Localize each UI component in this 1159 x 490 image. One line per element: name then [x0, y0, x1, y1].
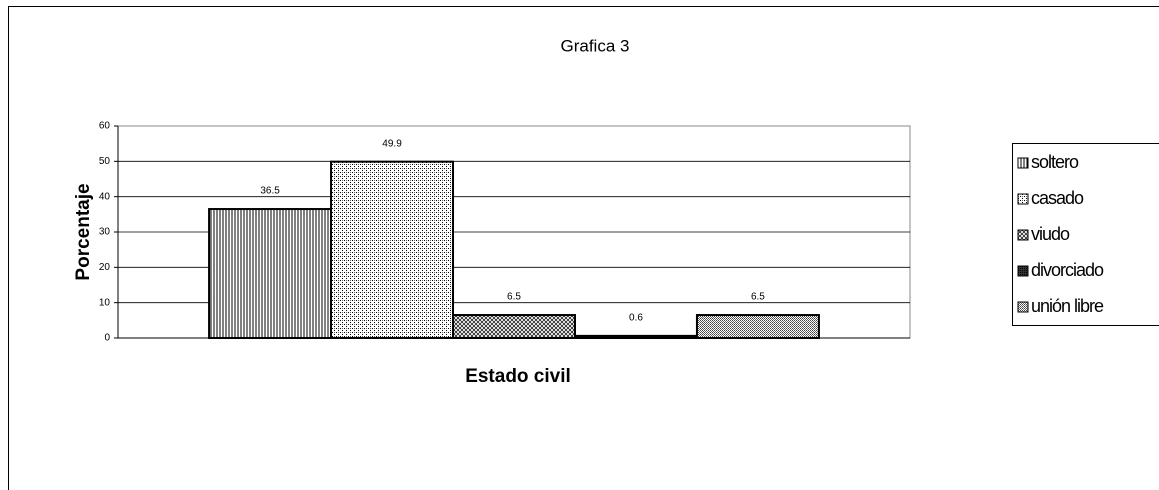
legend-label: viudo	[1031, 224, 1070, 244]
y-tick-label: 50	[99, 156, 111, 167]
bar	[208, 208, 333, 339]
y-tick-label: 0	[104, 333, 110, 344]
data-label: 36.5	[260, 186, 280, 197]
y-tick-label: 60	[99, 121, 111, 132]
chart-title: Grafica 3	[561, 36, 630, 55]
bar	[330, 160, 455, 339]
data-label: 6.5	[751, 292, 765, 303]
legend-label: unión libre	[1031, 296, 1104, 316]
legend-swatch	[1017, 301, 1029, 313]
x-axis-label: Estado civil	[465, 366, 571, 387]
legend-swatch	[1017, 229, 1029, 241]
legend-swatch	[1017, 157, 1029, 169]
data-label: 6.5	[507, 292, 521, 303]
legend-swatch	[1017, 193, 1029, 205]
y-axis-label: Porcentaje	[73, 183, 94, 280]
y-tick-label: 20	[99, 262, 111, 273]
legend-box	[1012, 143, 1159, 326]
y-tick-label: 10	[99, 297, 111, 308]
bar	[452, 314, 576, 339]
y-tick-label: 30	[99, 227, 111, 238]
frame	[8, 6, 1159, 490]
legend-swatch	[1017, 265, 1029, 277]
data-label: 0.6	[629, 313, 643, 324]
data-label: 49.9	[382, 138, 402, 149]
legend-label: casado	[1031, 188, 1084, 208]
legend-label: soltero	[1031, 152, 1079, 172]
bar	[573, 334, 698, 340]
y-tick-label: 40	[99, 191, 111, 202]
legend-label: divorciado	[1031, 260, 1104, 280]
bar	[695, 314, 820, 339]
